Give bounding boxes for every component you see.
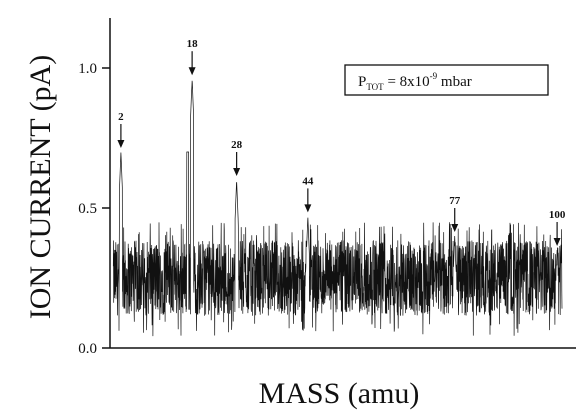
y-tick-label: 0.0 [78,341,97,357]
ion-current-trace [112,80,563,337]
y-ticks: 0.0 0.5 1.0 [78,61,110,357]
pressure-annotation: PTOT = 8x10-9 mbar [358,71,472,92]
peak-arrow-head [233,168,241,176]
peak-markers: 2 18 28 44 77 100 [117,38,566,246]
peak-arrow-head [304,204,312,213]
peak-label: 18 [187,38,199,50]
peak-marker-44: 44 [302,175,314,213]
peak-label: 77 [449,195,461,207]
pressure-prefix: P [358,74,366,90]
y-tick-label: 0.5 [78,201,97,217]
peak-label: 2 [118,111,124,123]
x-axis-title: MASS (amu) [259,377,420,410]
pressure-value: = 8x10 [384,74,430,90]
pressure-exponent: -9 [430,71,438,81]
pressure-unit: mbar [437,74,472,90]
legend-box [344,64,549,96]
peak-arrow-head [553,238,561,246]
y-axis-title: ION CURRENT (pA) [24,55,57,319]
peak-marker-2: 2 [117,111,125,148]
peak-marker-18: 18 [187,38,199,76]
peak-label: 100 [549,209,566,221]
y-tick-label: 1.0 [78,61,97,77]
pressure-legend: PTOT = 8x10-9 mbar [344,64,549,96]
peak-marker-28: 28 [231,139,243,176]
peak-marker-77: 77 [449,195,461,232]
peak-arrow-head [188,67,196,76]
pressure-subscript: TOT [366,82,384,92]
peak-marker-100: 100 [549,209,566,246]
peak-label: 28 [231,139,243,151]
peak-arrow-head [117,140,125,148]
peak-arrow-head [451,224,459,232]
peak-label: 44 [302,175,314,187]
